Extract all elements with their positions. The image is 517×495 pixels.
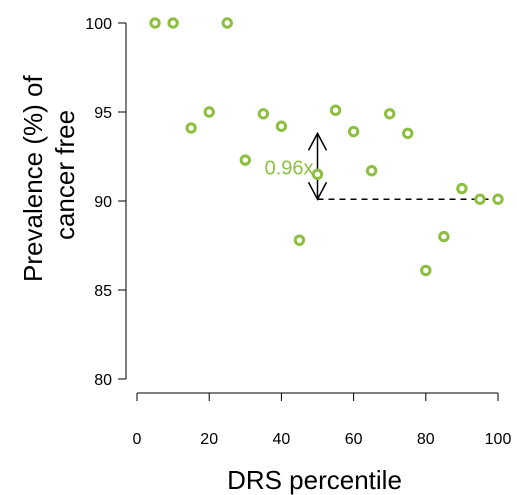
y-tick-label: 80 (94, 372, 112, 389)
data-point (438, 230, 450, 243)
x-tick-label: 0 (133, 431, 142, 448)
data-point (275, 120, 288, 132)
y-axis-title: Prevalence (%) of cancer free (18, 68, 80, 282)
data-point (384, 108, 396, 120)
data-point (185, 122, 197, 134)
x-tick-label: 20 (200, 431, 218, 448)
x-tick-label: 100 (485, 431, 512, 448)
x-axis: 0 20 40 60 80 100 (133, 392, 512, 448)
y-tick-label: 85 (94, 283, 112, 300)
annotations-group: 0.96x (265, 131, 498, 201)
data-points (149, 17, 504, 277)
arrow-head-down (307, 181, 328, 201)
data-point (347, 125, 360, 138)
y-axis: 80 85 90 95 100 (85, 16, 127, 389)
x-axis-title: DRS percentile (227, 465, 402, 495)
y-tick-label: 90 (94, 194, 112, 211)
y-tick-label: 95 (94, 105, 112, 122)
data-point (492, 193, 504, 205)
y-axis-title-line-1: Prevalence (%) of (18, 75, 48, 282)
data-point (420, 264, 432, 277)
data-point (474, 193, 486, 205)
data-point (293, 234, 306, 246)
data-point (311, 168, 324, 181)
data-point (257, 108, 270, 120)
x-tick-label: 40 (273, 431, 291, 448)
fold-change-label: 0.96x (265, 157, 314, 179)
arrow-head-up (307, 131, 328, 151)
data-point (402, 127, 414, 140)
data-point (329, 104, 342, 116)
data-point (365, 165, 378, 177)
data-point (221, 17, 233, 29)
y-axis-title-line-2: cancer free (50, 110, 80, 240)
x-tick-label: 60 (345, 431, 363, 448)
data-point (149, 17, 161, 29)
data-point (456, 182, 468, 195)
y-tick-label: 100 (85, 16, 112, 33)
x-tick-label: 80 (417, 431, 435, 448)
data-point (203, 106, 215, 118)
data-point (167, 17, 179, 29)
data-point (239, 154, 252, 166)
